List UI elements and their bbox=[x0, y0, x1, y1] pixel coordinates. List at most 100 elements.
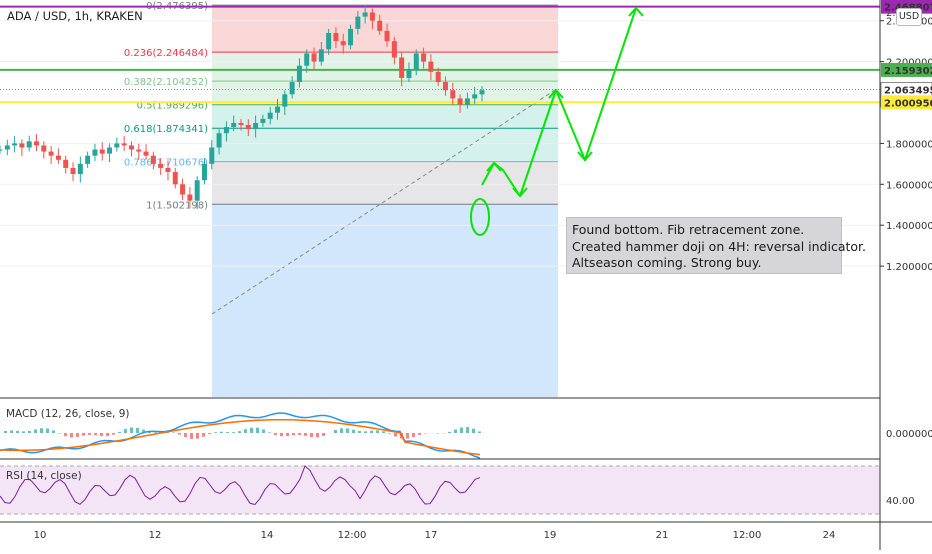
macd-histogram-bar bbox=[340, 428, 343, 433]
macd-histogram-bar bbox=[136, 428, 139, 433]
candle-body bbox=[107, 147, 112, 153]
price-axis: 2.6000002.4000002.2000002.0000001.800000… bbox=[880, 0, 932, 550]
macd-histogram-bar bbox=[412, 433, 415, 437]
candle-body bbox=[19, 143, 24, 147]
time-tick-label: 14 bbox=[261, 530, 274, 541]
candle-body bbox=[187, 195, 192, 201]
macd-histogram-bar bbox=[298, 433, 301, 435]
macd-histogram-bar bbox=[100, 433, 103, 436]
candle-body bbox=[100, 150, 105, 154]
macd-histogram-bar bbox=[16, 431, 19, 433]
candle-body bbox=[144, 152, 149, 156]
currency-button[interactable]: USD bbox=[896, 8, 922, 26]
candle-body bbox=[275, 107, 280, 113]
candle-body bbox=[114, 143, 119, 147]
candle-body bbox=[71, 168, 76, 174]
candle-body bbox=[195, 180, 200, 200]
candle-body bbox=[348, 29, 353, 45]
macd-histogram-bar bbox=[346, 428, 349, 433]
macd-histogram-bar bbox=[448, 432, 451, 433]
price-tick-label: 1.600000 bbox=[886, 180, 932, 191]
macd-histogram-bar bbox=[52, 430, 55, 433]
macd-histogram-bar bbox=[370, 431, 373, 433]
candle-body bbox=[480, 90, 485, 94]
macd-histogram-bar bbox=[70, 433, 73, 437]
macd-histogram-bar bbox=[10, 430, 13, 433]
candle-body bbox=[436, 72, 441, 82]
macd-histogram-bar bbox=[76, 433, 79, 437]
candle-body bbox=[268, 113, 273, 119]
macd-histogram-bar bbox=[154, 432, 157, 433]
macd-histogram-bar bbox=[322, 433, 325, 436]
candle-body bbox=[231, 123, 236, 127]
macd-histogram-bar bbox=[394, 433, 397, 436]
fib-zone bbox=[212, 81, 558, 105]
time-tick-label: 10 bbox=[34, 530, 47, 541]
macd-histogram-bar bbox=[382, 431, 385, 433]
candle-body bbox=[260, 119, 265, 123]
macd-histogram-bar bbox=[274, 433, 277, 435]
macd-histogram-bar bbox=[88, 433, 91, 435]
macd-histogram-bar bbox=[172, 432, 175, 433]
candle-body bbox=[78, 164, 83, 174]
candle-body bbox=[333, 33, 338, 41]
candle-body bbox=[92, 150, 97, 156]
fib-zone bbox=[212, 105, 558, 129]
candle-body bbox=[224, 127, 229, 133]
candle-body bbox=[370, 13, 375, 21]
macd-histogram-bar bbox=[82, 433, 85, 436]
macd-histogram-bar bbox=[220, 432, 223, 433]
candle-body bbox=[421, 53, 426, 61]
time-tick-label: 21 bbox=[656, 530, 669, 541]
macd-histogram-bar bbox=[22, 431, 25, 433]
candle-body bbox=[377, 21, 382, 31]
macd-histogram-bar bbox=[250, 428, 253, 433]
candle-body bbox=[472, 94, 477, 98]
macd-histogram-bar bbox=[454, 429, 457, 433]
macd-histogram-bar bbox=[268, 432, 271, 433]
candle-body bbox=[392, 41, 397, 57]
candle-body bbox=[165, 168, 170, 172]
macd-histogram-bar bbox=[124, 429, 127, 433]
macd-histogram-bar bbox=[352, 430, 355, 433]
macd-histogram-bar bbox=[202, 433, 205, 437]
price-tick-label: 1.200000 bbox=[886, 262, 932, 273]
macd-histogram-bar bbox=[184, 433, 187, 437]
price-label-text: 2.159302 bbox=[884, 66, 932, 77]
fib-level-label: 0.618(1.874341) bbox=[124, 124, 208, 135]
time-tick-label: 24 bbox=[823, 530, 836, 541]
candle-body bbox=[158, 164, 163, 168]
rsi-tick-label: 40.00 bbox=[886, 496, 915, 507]
candle-body bbox=[34, 141, 39, 145]
candle-body bbox=[129, 145, 134, 149]
fib-level-label: 0.382(2.104252) bbox=[124, 77, 208, 88]
macd-histogram-bar bbox=[472, 429, 475, 433]
candle-body bbox=[85, 156, 90, 164]
candle-body bbox=[41, 145, 46, 151]
macd-histogram-bar bbox=[310, 433, 313, 437]
price-tick-label: 1.400000 bbox=[886, 221, 932, 232]
fib-level-label: 0.236(2.246484) bbox=[124, 48, 208, 59]
macd-histogram-bar bbox=[130, 427, 133, 433]
macd-histogram-bar bbox=[286, 433, 289, 436]
candle-body bbox=[319, 49, 324, 61]
candle-body bbox=[209, 147, 214, 163]
macd-histogram-bar bbox=[376, 430, 379, 433]
macd-histogram-bar bbox=[34, 429, 37, 433]
macd-histogram-bar bbox=[364, 431, 367, 433]
candle-body bbox=[290, 82, 295, 94]
candle-body bbox=[458, 98, 463, 104]
macd-tick-label: 0.000000 bbox=[886, 429, 932, 440]
candle-body bbox=[465, 98, 470, 104]
macd-histogram-bar bbox=[466, 427, 469, 433]
fib-zone bbox=[212, 5, 558, 52]
macd-histogram-bar bbox=[28, 431, 31, 433]
candle-body bbox=[282, 94, 287, 106]
time-tick-label: 12:00 bbox=[338, 530, 367, 541]
candle-body bbox=[363, 13, 368, 17]
macd-histogram-bar bbox=[304, 433, 307, 436]
candle-body bbox=[180, 184, 185, 194]
candle-body bbox=[173, 172, 178, 184]
macd-histogram-bar bbox=[94, 433, 97, 435]
